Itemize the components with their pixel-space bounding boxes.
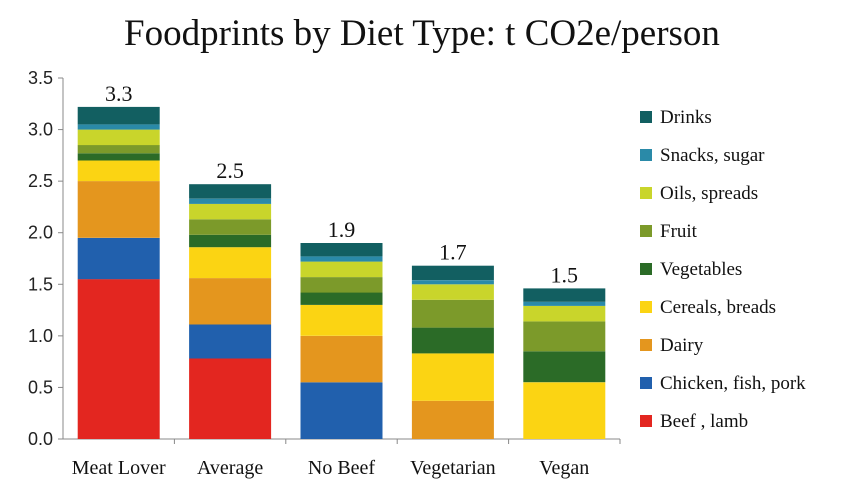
legend-label: Chicken, fish, pork [660,373,806,394]
legend-label: Drinks [660,107,712,128]
legend: Drinks Snacks, sugar Oils, spreads Fruit Veg… [640,107,806,432]
y-tick-label: 3.5 [28,68,53,88]
data-label-total: 1.5 [551,262,579,287]
bar-segment [77,145,160,154]
bar-segment [300,243,383,257]
bar-segment [300,335,383,383]
bar-segment [523,288,606,302]
chart-title: Foodprints by Diet Type: t CO2e/person [124,13,720,54]
y-tick-label: 2.5 [28,171,53,191]
y-tick-label: 3.0 [28,120,53,140]
legend-swatch [640,415,652,427]
legend-label: Snacks, sugar [660,145,765,166]
bar-segment [77,153,160,161]
data-label-total: 3.3 [105,81,133,106]
y-tick-label: 1.0 [28,326,53,346]
y-tick-label: 0.5 [28,377,53,397]
data-label-total: 1.9 [328,217,356,242]
legend-label: Vegetables [660,259,742,280]
y-tick-label: 0.0 [28,429,53,449]
legend-label: Fruit [660,221,698,242]
bar-segment [411,400,494,439]
bar-segment [523,382,606,439]
bar-segment [77,279,160,439]
bar-segment [300,261,383,278]
bar-segment [189,358,272,439]
legend-swatch [640,111,652,123]
legend-swatch [640,187,652,199]
bar-segment [189,324,272,359]
bar-segment [411,280,494,285]
bar-segment [189,203,272,220]
bar-segment [189,247,272,279]
data-label-total: 1.7 [439,240,467,265]
legend-swatch [640,339,652,351]
x-tick-label: Vegan [539,457,589,479]
bar-segment [411,284,494,300]
plot-area: 0.0 0.5 1.0 1.5 2.0 2.5 3.0 3.5 Meat Lover 3.3 Ave… [28,68,621,479]
legend-swatch [640,225,652,237]
legend-label: Dairy [660,335,704,356]
bar-segment [411,353,494,401]
legend-swatch [640,301,652,313]
bar-segment [411,265,494,281]
x-tick-label: Meat Lover [72,457,166,479]
x-tick-label: Vegetarian [410,457,496,479]
y-tick-label: 2.0 [28,223,53,243]
legend-swatch [640,377,652,389]
legend-label: Oils, spreads [660,183,758,204]
bar-segment [300,304,383,336]
bar-segment [189,219,272,235]
legend-label: Beef , lamb [660,411,748,432]
y-tick-label: 1.5 [28,274,53,294]
x-tick-label: Average [197,457,263,479]
bar-segment [77,160,160,182]
bar-segment [411,327,494,354]
bar-segment [77,129,160,146]
legend-swatch [640,263,652,275]
bar-segment [523,351,606,383]
bar-segment [523,321,606,352]
bar-segment [523,305,606,322]
bar-segment [77,237,160,280]
x-tick-label: No Beef [308,457,376,479]
bar-segment [300,277,383,293]
bar-segment [189,234,272,248]
bar-segment [300,292,383,305]
bar-segment [189,198,272,204]
bar-segment [189,278,272,325]
bar-segment [77,124,160,130]
bar-segment [411,299,494,328]
bar-segment [189,184,272,199]
bar-segment [300,256,383,262]
bar-segment [300,382,383,439]
bar-segment [77,181,160,238]
legend-label: Cereals, breads [660,297,776,318]
legend-swatch [640,149,652,161]
bar-segment [77,106,160,125]
bar-segment [523,301,606,306]
data-label-total: 2.5 [216,158,244,183]
